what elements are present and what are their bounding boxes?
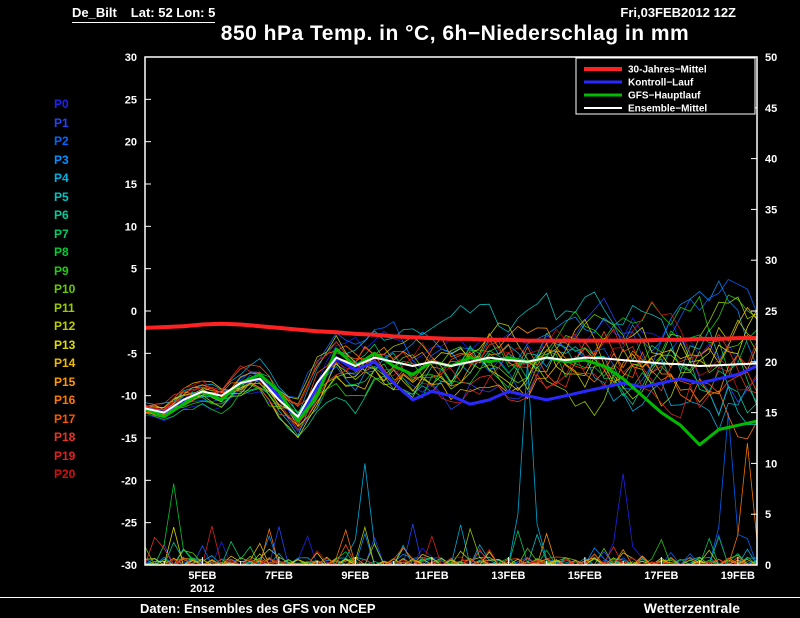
member-label-P19: P19: [54, 448, 76, 463]
svg-text:5: 5: [131, 264, 137, 276]
member-label-P8: P8: [54, 245, 69, 259]
svg-text:15FEB: 15FEB: [568, 570, 602, 582]
svg-text:5: 5: [765, 509, 771, 521]
member-label-P14: P14: [54, 356, 76, 370]
svg-text:GFS−Hauptlauf: GFS−Hauptlauf: [628, 91, 701, 102]
member-label-P12: P12: [54, 319, 76, 333]
svg-text:Kontroll−Lauf: Kontroll−Lauf: [628, 78, 694, 89]
svg-text:19FEB: 19FEB: [721, 570, 755, 582]
svg-text:40: 40: [765, 154, 777, 166]
member-label-P5: P5: [54, 189, 69, 204]
data-source-text: Daten: Ensembles des GFS von NCEP: [140, 601, 376, 616]
svg-text:-5: -5: [127, 348, 137, 360]
member-list: P0 P1 P2 P3 P4 P5 P6 P7 P8 P9 P10 P11 P12 P13 P14 P15 P1…: [54, 95, 75, 484]
member-label-P1: P1: [54, 115, 69, 130]
member-label-P6: P6: [54, 208, 69, 222]
station-coords: Lat: 52 Lon: 5: [130, 5, 216, 20]
svg-text:7FEB: 7FEB: [265, 570, 293, 582]
member-label-P9: P9: [54, 263, 69, 278]
member-label-P17: P17: [54, 411, 76, 426]
svg-text:50: 50: [765, 52, 777, 64]
svg-text:25: 25: [125, 94, 137, 106]
member-label-P0: P0: [54, 97, 69, 111]
member-label-P11: P11: [54, 300, 75, 315]
svg-text:25: 25: [765, 306, 777, 318]
member-label-P15: P15: [54, 374, 76, 389]
svg-text:20: 20: [125, 137, 137, 149]
svg-text:17FEB: 17FEB: [644, 570, 678, 582]
member-label-P3: P3: [54, 152, 69, 167]
svg-text:5FEB: 5FEB: [188, 570, 216, 582]
svg-text:15: 15: [125, 179, 137, 191]
svg-text:Ensemble−Mittel: Ensemble−Mittel: [628, 104, 707, 115]
member-label-P4: P4: [54, 171, 69, 185]
member-label-P20: P20: [54, 467, 76, 481]
member-label-P13: P13: [54, 337, 76, 352]
svg-text:30: 30: [125, 52, 137, 64]
svg-text:-30: -30: [121, 560, 137, 572]
chart-title: 850 hPa Temp. in °C, 6h−Niederschlag in …: [220, 22, 690, 45]
svg-text:11FEB: 11FEB: [415, 570, 449, 582]
svg-text:10: 10: [765, 458, 777, 470]
svg-text:10: 10: [125, 221, 137, 233]
footer-divider: [0, 597, 800, 598]
svg-text:30: 30: [765, 255, 777, 267]
svg-text:20: 20: [765, 357, 777, 369]
svg-text:45: 45: [765, 103, 777, 115]
member-label-P10: P10: [54, 282, 76, 296]
run-datetime: Fri,03FEB2012 12Z: [620, 5, 736, 20]
svg-text:-25: -25: [121, 518, 137, 530]
svg-text:-15: -15: [121, 433, 137, 445]
svg-text:13FEB: 13FEB: [491, 570, 525, 582]
svg-text:0: 0: [765, 560, 771, 572]
svg-text:15: 15: [765, 408, 777, 420]
svg-text:9FEB: 9FEB: [341, 570, 369, 582]
station-name: De_Bilt: [72, 5, 117, 20]
svg-text:30-Jahres−Mittel: 30-Jahres−Mittel: [628, 65, 707, 76]
member-label-P18: P18: [54, 430, 76, 444]
svg-text:2012: 2012: [190, 583, 214, 595]
member-label-P16: P16: [54, 393, 76, 407]
svg-text:35: 35: [765, 204, 777, 216]
svg-text:0: 0: [131, 306, 137, 318]
svg-text:-10: -10: [121, 391, 137, 403]
member-label-P7: P7: [54, 226, 69, 241]
svg-text:-20: -20: [121, 475, 137, 487]
member-label-P2: P2: [54, 134, 69, 148]
brand-text: Wetterzentrale: [643, 600, 740, 616]
station-header: De_Bilt Lat: 52 Lon: 5: [72, 5, 216, 23]
